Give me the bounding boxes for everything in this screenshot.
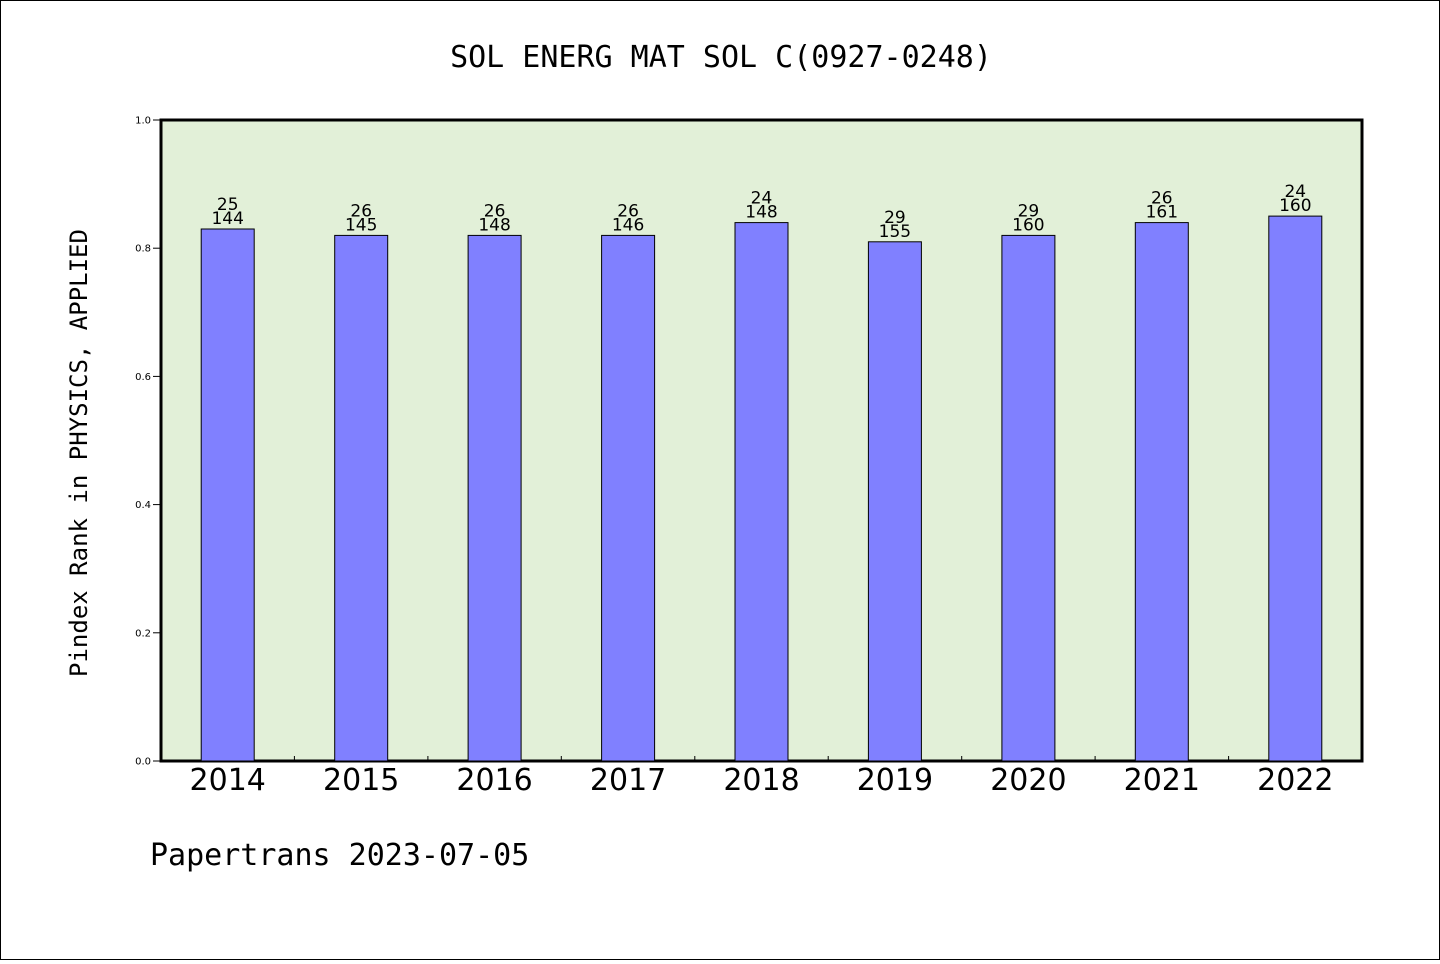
bar-2022 [1268,215,1323,762]
bar-rank-label-2020: 29 [1018,201,1040,221]
bar-2016 [467,234,522,762]
y-tick-label: 1.0 [135,116,151,127]
x-tick-label-2020: 2020 [990,763,1066,798]
bar-rank-label-2016: 26 [484,201,506,221]
x-tick-label-2021: 2021 [1124,763,1200,798]
bar-total-label-2016: 148 [478,215,510,235]
x-tick-label-2015: 2015 [323,763,399,798]
y-tick-label: 0.0 [135,757,151,768]
bar-total-label-2015: 145 [345,215,377,235]
bar-2020 [1001,234,1056,762]
x-tick-label-2014: 2014 [190,763,266,798]
bar-rank-label-2018: 24 [751,189,773,209]
y-tick-label: 0.2 [135,628,151,639]
y-tick-label: 0.6 [135,372,151,383]
y-tick-label: 0.8 [135,244,151,255]
x-tick-label-2018: 2018 [723,763,799,798]
y-axis-label: Pindex Rank in PHYSICS, APPLIED [65,229,93,677]
bar-2014 [200,228,255,762]
bar-2019 [867,241,922,762]
bar-2021 [1134,222,1189,762]
bar-rank-label-2021: 26 [1151,189,1173,209]
chart-title: SOL ENERG MAT SOL C(0927-0248) [450,40,992,75]
bar-total-label-2017: 146 [612,215,644,235]
bar-rank-label-2019: 29 [884,208,906,228]
bar-rank-label-2014: 25 [217,195,239,215]
footer-text: Papertrans 2023-07-05 [150,838,529,873]
x-tick-label-2017: 2017 [590,763,666,798]
y-tick-label: 0.4 [135,500,151,511]
bar-2017 [601,234,656,762]
bar-rank-label-2022: 24 [1284,182,1306,202]
bar-total-label-2022: 160 [1279,196,1311,216]
bar-2015 [334,234,389,762]
x-tick-label-2016: 2016 [456,763,532,798]
bar-rank-label-2015: 26 [350,201,372,221]
bar-total-label-2020: 160 [1012,215,1044,235]
bar-total-label-2014: 144 [211,209,243,229]
y-axis: 0.0 0.2 0.4 0.6 0.8 1.0 [135,116,161,768]
x-axis: 2014 2015 2016 2017 2018 2019 2020 2021 2022 [190,756,1333,798]
bar-total-label-2019: 155 [879,222,911,242]
x-tick-label-2022: 2022 [1257,763,1333,798]
bar-rank-label-2017: 26 [617,201,639,221]
x-tick-label-2019: 2019 [857,763,933,798]
bar-2018 [734,222,789,762]
bar-total-label-2018: 148 [745,203,777,223]
bar-total-label-2021: 161 [1146,203,1178,223]
